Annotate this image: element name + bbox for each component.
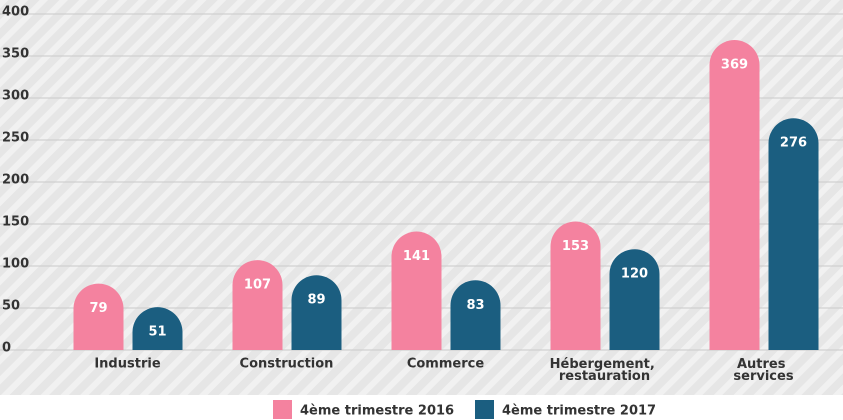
y-tick-label: 250 — [2, 131, 29, 146]
legend-label: 4ème trimestre 2017 — [502, 404, 656, 419]
bar — [609, 249, 660, 350]
y-tick-label: 300 — [2, 89, 29, 104]
value-label: 51 — [148, 325, 166, 340]
y-tick-label: 0 — [2, 341, 11, 356]
x-tick-label: Construction — [240, 357, 334, 372]
value-label: 83 — [466, 298, 484, 313]
bar — [132, 307, 183, 350]
legend-swatch — [475, 400, 494, 419]
y-tick-label: 50 — [2, 299, 20, 314]
bar — [709, 40, 760, 350]
x-tick-label: Hébergement, restauration — [550, 357, 660, 384]
value-label: 153 — [562, 239, 589, 254]
bar — [450, 280, 501, 350]
value-label: 141 — [403, 249, 430, 264]
x-tick-label: Commerce — [407, 357, 484, 372]
legend-swatch — [273, 400, 292, 419]
value-label: 79 — [89, 301, 107, 316]
bar — [291, 275, 342, 350]
x-tick-label: Autres services — [733, 357, 793, 384]
value-label: 276 — [780, 136, 807, 151]
bar — [232, 260, 283, 350]
bar — [768, 118, 819, 350]
legend-label: 4ème trimestre 2016 — [300, 404, 454, 419]
y-tick-label: 100 — [2, 257, 29, 272]
bar — [550, 221, 601, 350]
value-label: 107 — [244, 278, 271, 293]
y-tick-label: 350 — [2, 47, 29, 62]
value-label: 369 — [721, 58, 748, 73]
value-label: 120 — [621, 267, 648, 282]
bar — [73, 283, 124, 350]
y-tick-label: 400 — [2, 5, 29, 20]
y-tick-label: 150 — [2, 215, 29, 230]
value-label: 89 — [307, 293, 325, 308]
y-tick-label: 200 — [2, 173, 29, 188]
x-tick-label: Industrie — [94, 357, 160, 372]
bar — [391, 231, 442, 350]
